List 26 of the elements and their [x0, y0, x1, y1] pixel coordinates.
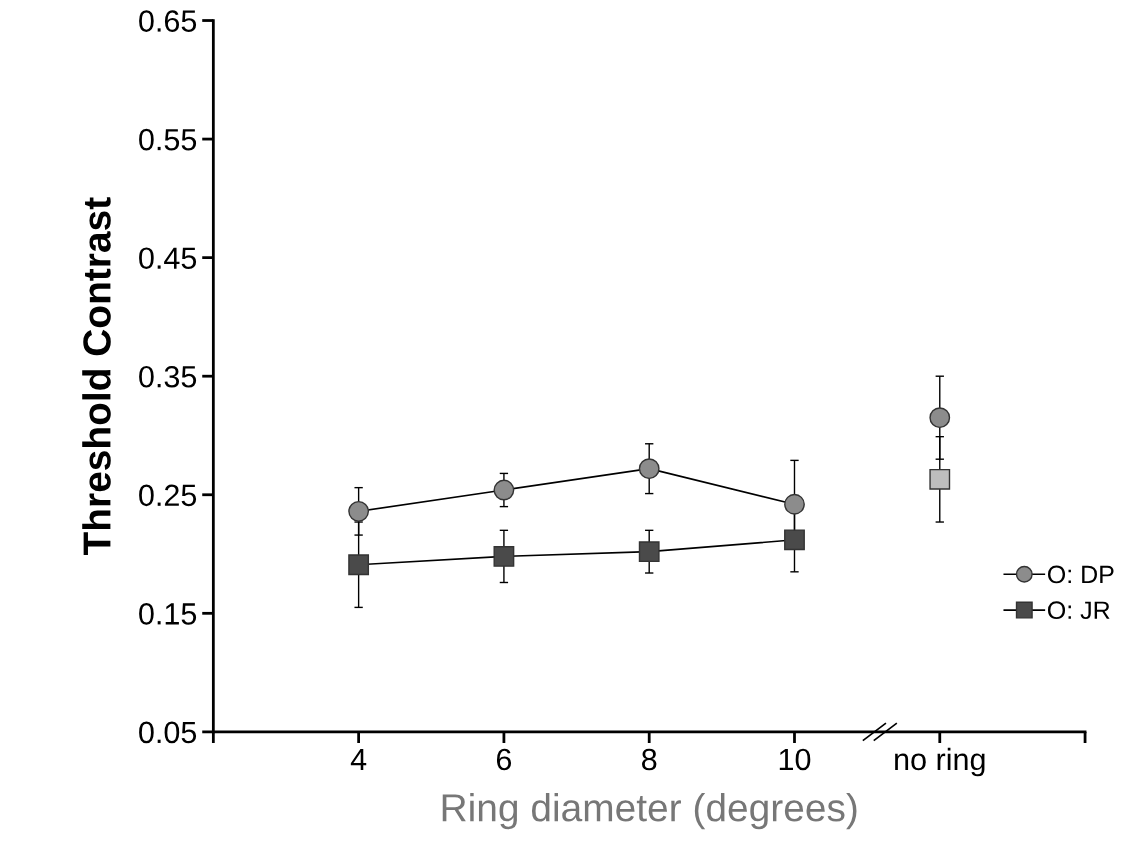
x-axis-title: Ring diameter (degrees)	[442, 793, 857, 830]
y-axis-title: Threshold Contrast	[82, 197, 111, 556]
x-tick-label: 6	[496, 748, 512, 771]
point	[493, 545, 515, 567]
point	[784, 529, 805, 551]
x-tick-label: no ring	[895, 747, 985, 777]
point	[638, 458, 660, 480]
y-tick-label: 0.05	[139, 721, 197, 744]
y-tick-label: 0.15	[139, 603, 197, 625]
point	[784, 493, 805, 515]
legend-label: O: JR	[1047, 601, 1110, 620]
x-tick-label: 4	[350, 748, 367, 770]
point	[929, 468, 951, 490]
point	[929, 407, 951, 429]
y-tick-label: 0.35	[139, 365, 197, 388]
point	[348, 554, 370, 576]
y-tick-label: 0.45	[139, 247, 197, 270]
x-tick-label: 10	[779, 748, 811, 771]
y-tick-label: 0.65	[139, 10, 197, 32]
point	[638, 541, 660, 563]
legend-label: O: DP	[1047, 565, 1114, 584]
x-tick-label: 8	[642, 748, 657, 771]
y-tick-label: 0.55	[139, 128, 197, 151]
y-tick-label: 0.25	[139, 484, 197, 507]
point	[493, 479, 515, 501]
point	[348, 500, 370, 522]
